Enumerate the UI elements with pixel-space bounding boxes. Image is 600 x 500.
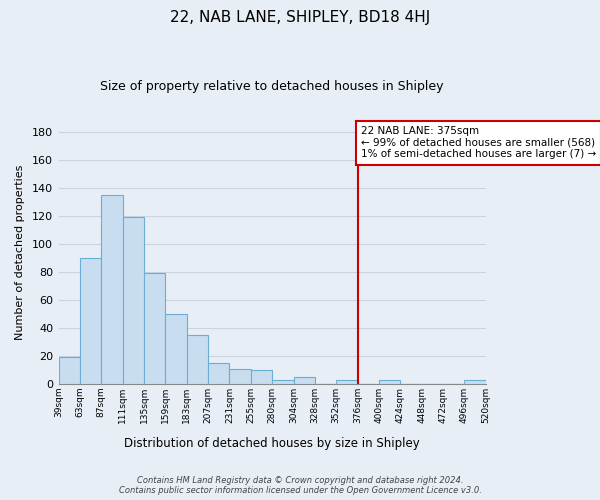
Bar: [80, 258, 101, 384]
Title: Size of property relative to detached houses in Shipley: Size of property relative to detached ho…: [100, 80, 444, 93]
Bar: [208, 363, 229, 384]
Bar: [272, 380, 293, 384]
Bar: [464, 380, 486, 384]
Text: 22 NAB LANE: 375sqm
← 99% of detached houses are smaller (568)
1% of semi-detach: 22 NAB LANE: 375sqm ← 99% of detached ho…: [361, 126, 596, 160]
Bar: [166, 314, 187, 384]
Bar: [187, 335, 208, 384]
Bar: [336, 380, 358, 384]
Text: 22, NAB LANE, SHIPLEY, BD18 4HJ: 22, NAB LANE, SHIPLEY, BD18 4HJ: [170, 10, 430, 25]
Bar: [293, 377, 315, 384]
Bar: [251, 370, 272, 384]
X-axis label: Distribution of detached houses by size in Shipley: Distribution of detached houses by size …: [124, 437, 420, 450]
Y-axis label: Number of detached properties: Number of detached properties: [15, 164, 25, 340]
Bar: [379, 380, 400, 384]
Bar: [229, 368, 251, 384]
Bar: [144, 274, 166, 384]
Bar: [59, 358, 80, 384]
Text: Contains HM Land Registry data © Crown copyright and database right 2024.
Contai: Contains HM Land Registry data © Crown c…: [119, 476, 481, 495]
Bar: [101, 195, 122, 384]
Bar: [122, 217, 144, 384]
